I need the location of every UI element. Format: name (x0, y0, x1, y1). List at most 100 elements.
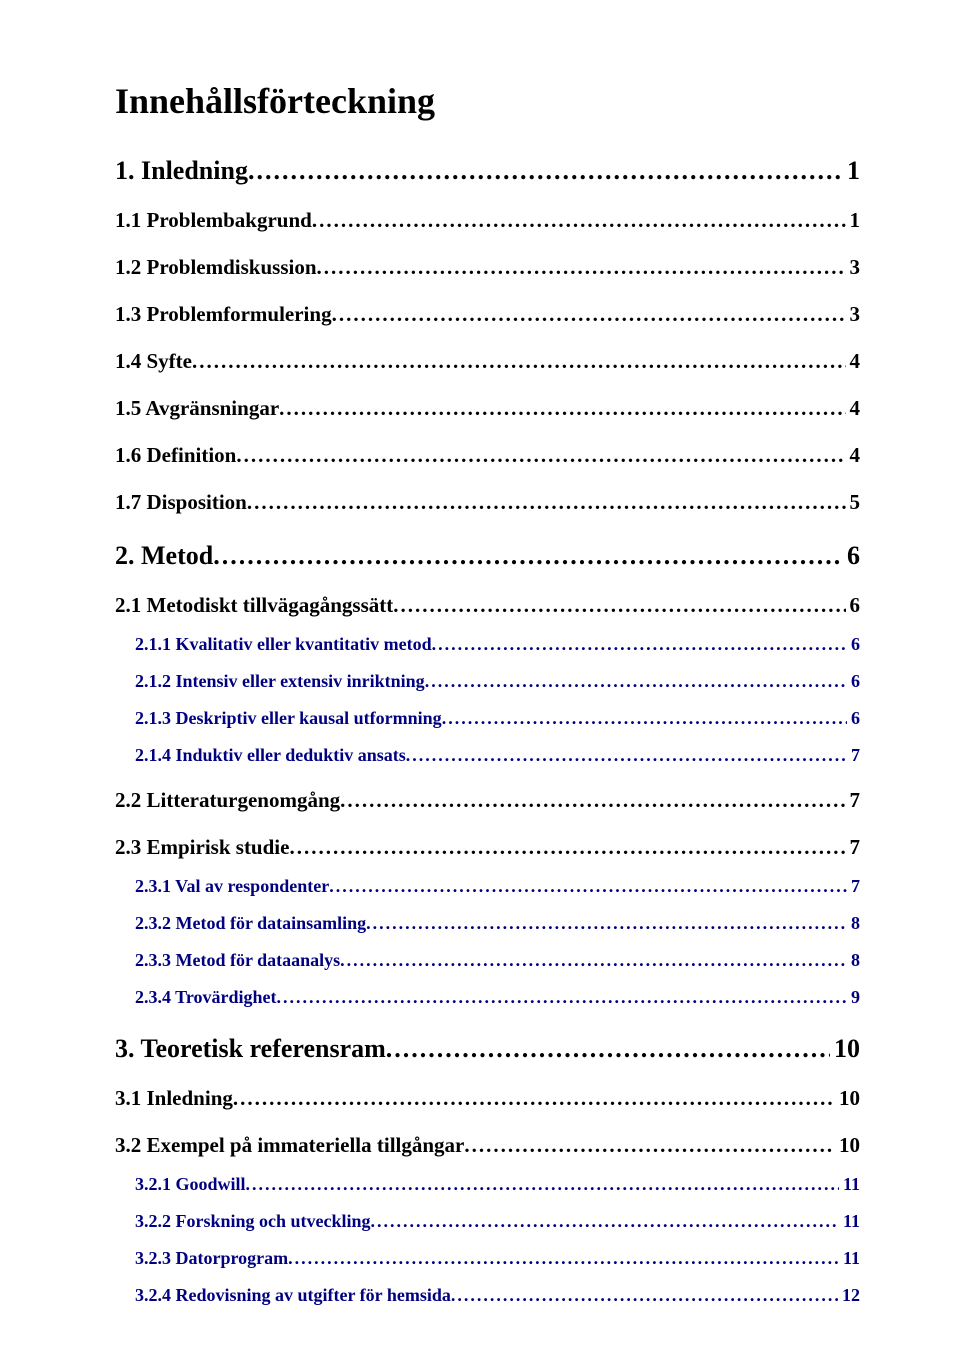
toc-leader-dots (332, 302, 846, 327)
toc-leader-dots (451, 1285, 838, 1306)
toc-entry-page: 6 (843, 541, 860, 571)
toc-entry-label: 2.3.2 Metod för datainsamling (135, 913, 366, 934)
toc-entry: 3.2.2 Forskning och utveckling 11 (135, 1211, 860, 1232)
toc-entry: 3.1 Inledning 10 (115, 1086, 860, 1111)
toc-entry-label: 2.3.4 Trovärdighet (135, 987, 277, 1008)
toc-entry-page: 7 (846, 835, 861, 860)
toc-entry-label: 2. Metod (115, 541, 213, 571)
toc-leader-dots (279, 396, 845, 421)
toc-entry-label: 2.1.2 Intensiv eller extensiv inriktning (135, 671, 425, 692)
toc-entry-page: 3 (846, 302, 861, 327)
toc-entry: 2.1 Metodiskt tillvägagångssätt 6 (115, 593, 860, 618)
toc-entry-page: 4 (846, 349, 861, 374)
toc-entry-label: 3.2.1 Goodwill (135, 1174, 246, 1195)
toc-container: 1. Inledning 1 1.1 Problembakgrund 1 1.2 Pro… (115, 156, 860, 1306)
toc-entry-label: 3.2 Exempel på immateriella tillgångar (115, 1133, 464, 1158)
toc-leader-dots (312, 208, 846, 233)
toc-leader-dots (425, 671, 847, 692)
toc-entry-page: 11 (839, 1211, 860, 1232)
toc-entry-page: 8 (847, 913, 860, 934)
toc-entry-page: 10 (835, 1133, 860, 1158)
toc-entry-label: 1.2 Problemdiskussion (115, 255, 317, 280)
toc-entry-label: 2.3.3 Metod för dataanalys (135, 950, 340, 971)
page-title: Innehållsförteckning (115, 80, 860, 122)
toc-entry: 3. Teoretisk referensram 10 (115, 1034, 860, 1064)
toc-entry: 2.3 Empirisk studie 7 (115, 835, 860, 860)
toc-entry-label: 2.3.1 Val av respondenter (135, 876, 329, 897)
toc-entry-page: 6 (847, 671, 860, 692)
toc-entry-label: 3.2.3 Datorprogram (135, 1248, 288, 1269)
toc-entry-label: 1.4 Syfte (115, 349, 192, 374)
toc-entry-label: 1.5 Avgränsningar (115, 396, 279, 421)
toc-entry-label: 1.3 Problemformulering (115, 302, 332, 327)
toc-entry: 2.1.1 Kvalitativ eller kvantitativ metod… (135, 634, 860, 655)
toc-leader-dots (247, 490, 846, 515)
toc-entry-label: 2.1.4 Induktiv eller deduktiv ansats (135, 745, 406, 766)
toc-leader-dots (277, 987, 847, 1008)
toc-entry-page: 7 (847, 876, 860, 897)
toc-entry: 2.1.4 Induktiv eller deduktiv ansats 7 (135, 745, 860, 766)
toc-leader-dots (248, 156, 843, 186)
toc-leader-dots (236, 443, 845, 468)
toc-entry: 1.1 Problembakgrund 1 (115, 208, 860, 233)
toc-entry: 2.3.3 Metod för dataanalys 8 (135, 950, 860, 971)
toc-entry-page: 4 (846, 396, 861, 421)
toc-entry: 1.2 Problemdiskussion 3 (115, 255, 860, 280)
toc-entry-page: 5 (846, 490, 861, 515)
toc-leader-dots (329, 876, 847, 897)
toc-entry-page: 9 (847, 987, 860, 1008)
toc-leader-dots (233, 1086, 835, 1111)
toc-entry-page: 1 (843, 156, 860, 186)
toc-entry-page: 10 (830, 1034, 860, 1064)
toc-entry-page: 3 (846, 255, 861, 280)
toc-entry: 3.2.4 Redovisning av utgifter för hemsid… (135, 1285, 860, 1306)
toc-entry: 2.3.2 Metod för datainsamling 8 (135, 913, 860, 934)
toc-entry-page: 6 (847, 708, 860, 729)
toc-entry: 2.3.1 Val av respondenter 7 (135, 876, 860, 897)
toc-entry-label: 2.1 Metodiskt tillvägagångssätt (115, 593, 393, 618)
toc-entry-label: 1.7 Disposition (115, 490, 247, 515)
toc-entry-label: 2.1.3 Deskriptiv eller kausal utformning (135, 708, 442, 729)
toc-entry-page: 12 (838, 1285, 860, 1306)
toc-entry-label: 2.3 Empirisk studie (115, 835, 289, 860)
toc-entry-page: 11 (839, 1174, 860, 1195)
toc-leader-dots (371, 1211, 839, 1232)
toc-entry-page: 6 (846, 593, 861, 618)
toc-leader-dots (366, 913, 847, 934)
toc-entry: 2.2 Litteraturgenomgång 7 (115, 788, 860, 813)
toc-entry: 3.2.1 Goodwill 11 (135, 1174, 860, 1195)
toc-entry-label: 1.1 Problembakgrund (115, 208, 312, 233)
toc-leader-dots (288, 1248, 839, 1269)
toc-leader-dots (393, 593, 845, 618)
toc-entry: 1.4 Syfte 4 (115, 349, 860, 374)
toc-entry-page: 7 (846, 788, 861, 813)
toc-entry: 1. Inledning 1 (115, 156, 860, 186)
toc-leader-dots (406, 745, 847, 766)
toc-entry-label: 1.6 Definition (115, 443, 236, 468)
toc-entry-page: 10 (835, 1086, 860, 1111)
toc-entry-label: 2.1.1 Kvalitativ eller kvantitativ metod (135, 634, 432, 655)
toc-entry-label: 3.2.4 Redovisning av utgifter för hemsid… (135, 1285, 451, 1306)
toc-entry-label: 3.1 Inledning (115, 1086, 233, 1111)
toc-entry-page: 8 (847, 950, 860, 971)
toc-entry: 1.3 Problemformulering 3 (115, 302, 860, 327)
toc-entry-page: 1 (846, 208, 861, 233)
toc-entry: 2.1.3 Deskriptiv eller kausal utformning… (135, 708, 860, 729)
toc-entry-page: 4 (846, 443, 861, 468)
toc-entry: 1.5 Avgränsningar 4 (115, 396, 860, 421)
toc-entry-page: 7 (847, 745, 860, 766)
toc-leader-dots (192, 349, 846, 374)
toc-leader-dots (464, 1133, 835, 1158)
toc-entry-label: 3.2.2 Forskning och utveckling (135, 1211, 371, 1232)
toc-entry-label: 1. Inledning (115, 156, 248, 186)
toc-leader-dots (246, 1174, 839, 1195)
toc-entry-label: 2.2 Litteraturgenomgång (115, 788, 340, 813)
document-page: Innehållsförteckning 1. Inledning11.1 Pr… (0, 0, 960, 1350)
toc-entry: 2.3.4 Trovärdighet 9 (135, 987, 860, 1008)
toc-leader-dots (340, 788, 845, 813)
toc-leader-dots (213, 541, 843, 571)
toc-entry-label: 3. Teoretisk referensram (115, 1034, 386, 1064)
toc-entry: 1.6 Definition 4 (115, 443, 860, 468)
toc-entry-page: 6 (847, 634, 860, 655)
toc-entry: 2.1.2 Intensiv eller extensiv inriktning… (135, 671, 860, 692)
